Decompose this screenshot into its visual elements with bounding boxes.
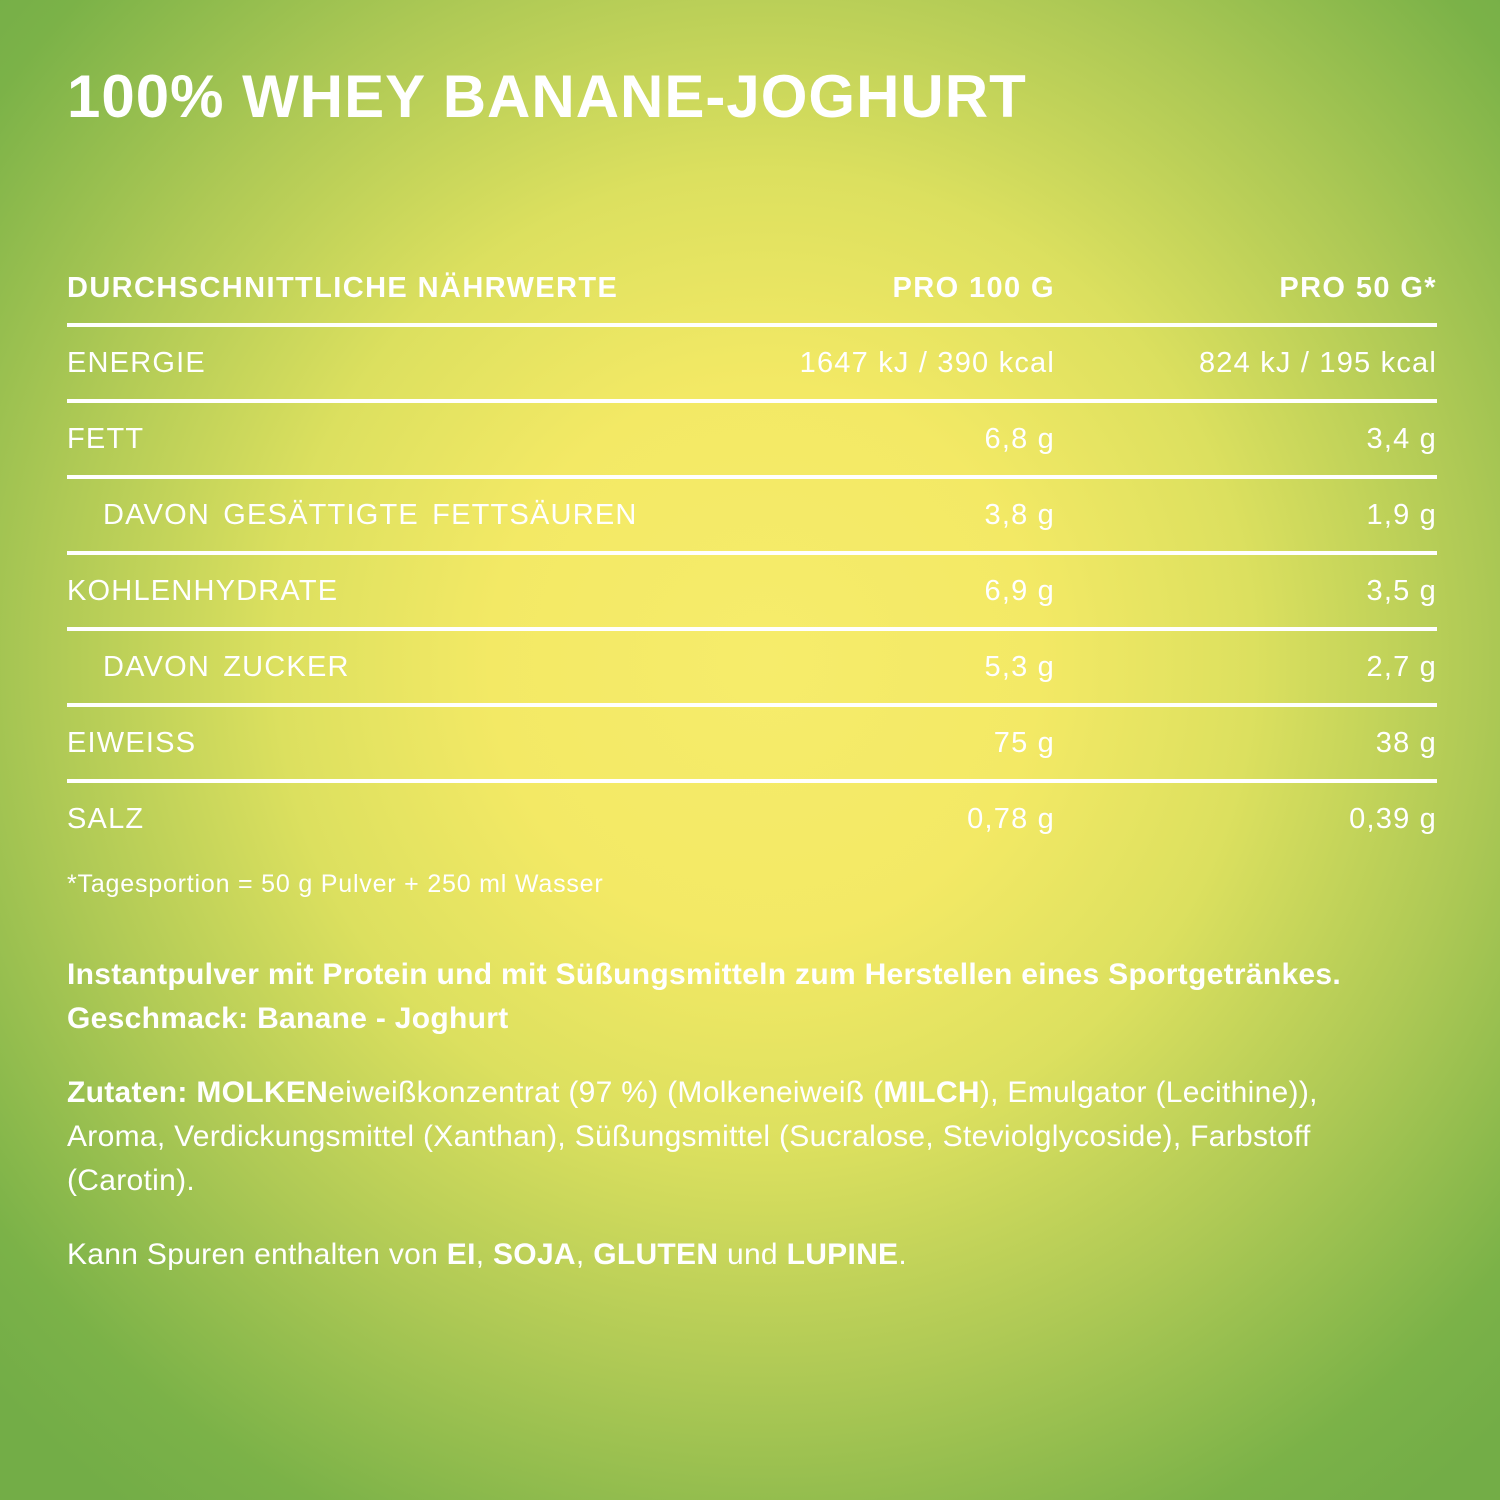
bold-text-segment: LUPINE	[786, 1238, 899, 1271]
value-per-50g: 3,4 g	[1366, 422, 1437, 455]
bold-text-segment: EI	[446, 1238, 476, 1271]
nutrient-label: FETT	[67, 422, 145, 455]
nutrition-table: DURCHSCHNITTLICHE NÄHRWERTE PRO 100 G PR…	[67, 253, 1437, 855]
nutrition-table-row: ENERGIE 1647 kJ / 390 kcal 824 kJ / 195 …	[67, 327, 1437, 403]
bold-text-segment: Zutaten: MOLKEN	[67, 1076, 329, 1109]
text-segment: eiweißkonzentrat (97 %) (Molkeneiweiß (	[328, 1076, 884, 1109]
allergen-notice: Kann Spuren enthalten von EI, SOJA, GLUT…	[67, 1233, 1377, 1277]
ingredients-text: Zutaten: MOLKENeiweißkonzentrat (97 %) (…	[67, 1071, 1377, 1203]
value-per-50g: 1,9 g	[1366, 498, 1437, 531]
bold-text-segment: GLUTEN	[593, 1238, 719, 1271]
header-nutrients-label: DURCHSCHNITTLICHE NÄHRWERTE	[67, 271, 619, 304]
value-per-50g: 2,7 g	[1366, 650, 1437, 683]
nutrition-table-row: FETT 6,8 g 3,4 g	[67, 403, 1437, 479]
text-segment: ,	[575, 1238, 594, 1271]
value-per-100g: 3,8 g	[984, 498, 1055, 531]
value-per-100g: 6,8 g	[984, 422, 1055, 455]
text-segment: ), Emulgator (Lecithine)), Aroma, Verdic…	[67, 1076, 1318, 1197]
value-per-100g: 5,3 g	[984, 650, 1055, 683]
text-segment: ,	[475, 1238, 493, 1271]
nutrition-table-row: DAVON GESÄTTIGTE FETTSÄUREN 3,8 g 1,9 g	[67, 479, 1437, 555]
text-segment: und	[718, 1238, 787, 1271]
nutrient-label: KOHLENHYDRATE	[67, 574, 339, 607]
serving-footnote: *Tagesportion = 50 g Pulver + 250 ml Was…	[67, 870, 604, 898]
product-description: Instantpulver mit Protein und mit Süßung…	[67, 958, 1342, 1035]
nutrition-table-row: DAVON ZUCKER 5,3 g 2,7 g	[67, 631, 1437, 707]
value-per-50g: 3,5 g	[1366, 574, 1437, 607]
nutrition-table-row: EIWEISS 75 g 38 g	[67, 707, 1437, 783]
nutrition-table-header-row: DURCHSCHNITTLICHE NÄHRWERTE PRO 100 G PR…	[67, 253, 1437, 327]
bold-text-segment: SOJA	[493, 1238, 576, 1271]
product-title: 100% WHEY BANANE-JOGHURT	[67, 63, 1027, 130]
nutrition-table-row: SALZ 0,78 g 0,39 g	[67, 783, 1437, 855]
nutrient-label: DAVON ZUCKER	[103, 650, 350, 683]
header-per-100g-label: PRO 100 G	[892, 271, 1055, 304]
nutrient-label: EIWEISS	[67, 726, 197, 759]
value-per-50g: 38 g	[1375, 726, 1437, 759]
text-segment: Kann Spuren enthalten von	[67, 1238, 447, 1271]
value-per-100g: 75 g	[993, 726, 1055, 759]
nutrient-label: DAVON GESÄTTIGTE FETTSÄUREN	[103, 498, 638, 531]
value-per-50g: 824 kJ / 195 kcal	[1198, 346, 1437, 379]
nutrient-label: ENERGIE	[67, 346, 206, 379]
header-per-50g-label: PRO 50 G*	[1279, 271, 1437, 304]
bold-text-segment: MILCH	[883, 1076, 980, 1109]
value-per-100g: 0,78 g	[967, 802, 1055, 835]
nutrient-label: SALZ	[67, 802, 145, 835]
value-per-100g: 6,9 g	[984, 574, 1055, 607]
value-per-100g: 1647 kJ / 390 kcal	[799, 346, 1055, 379]
nutrition-table-row: KOHLENHYDRATE 6,9 g 3,5 g	[67, 555, 1437, 631]
text-segment: .	[898, 1238, 908, 1271]
value-per-50g: 0,39 g	[1349, 802, 1437, 835]
